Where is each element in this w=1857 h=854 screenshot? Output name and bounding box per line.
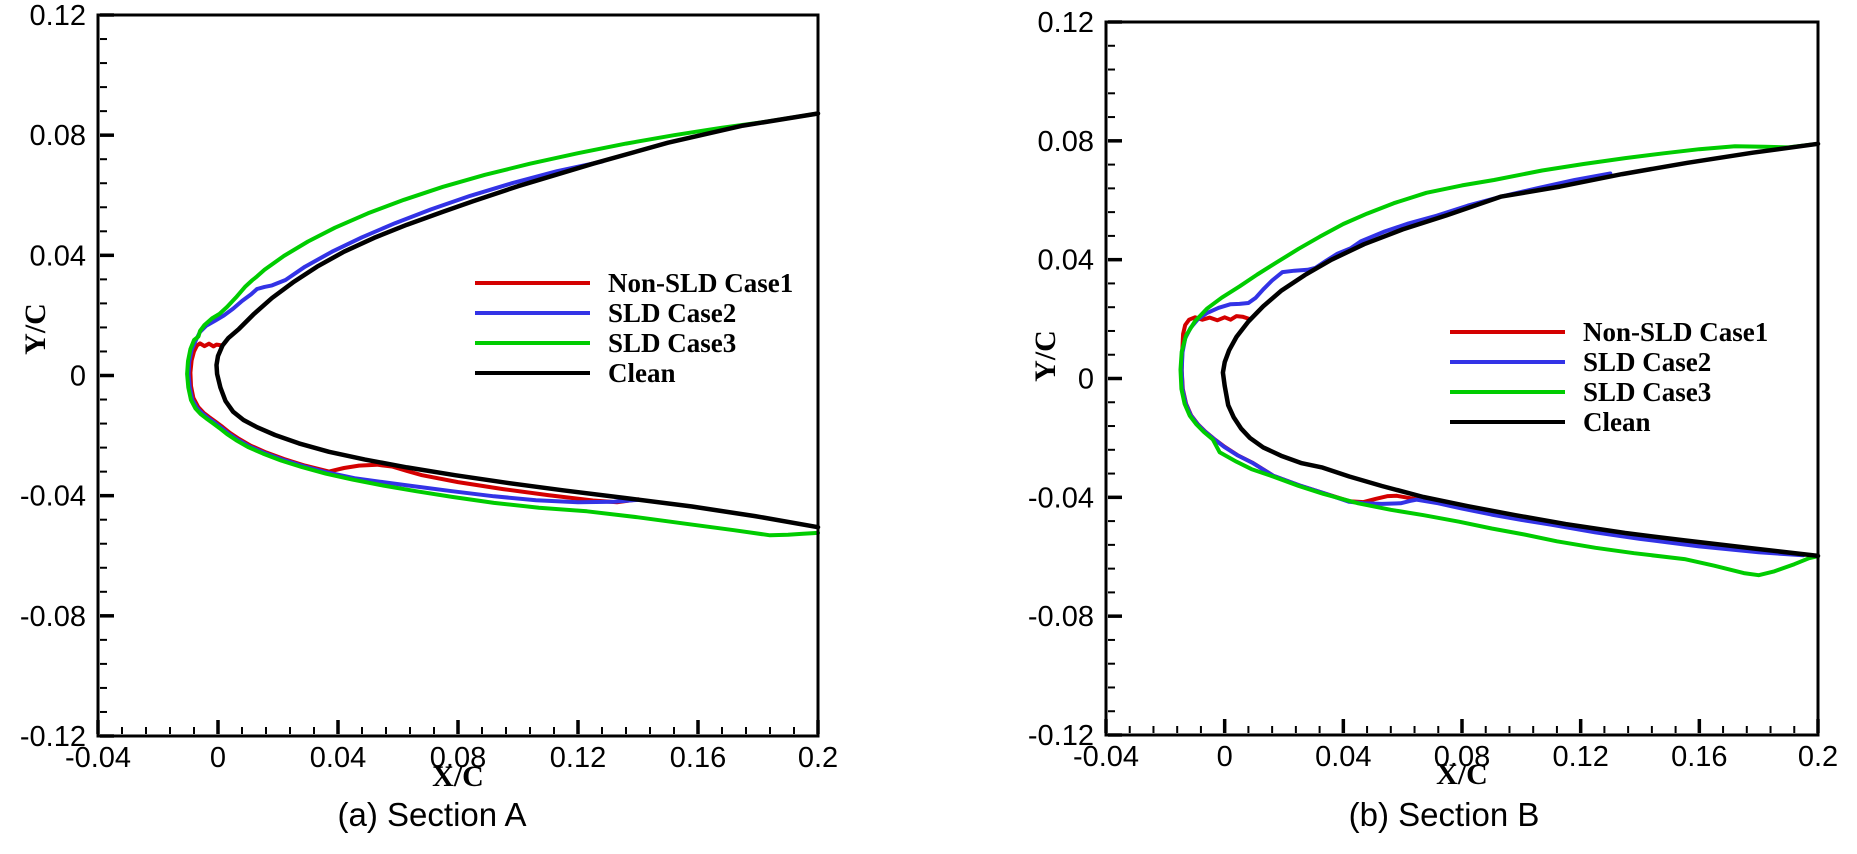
x-tick-label: 0	[210, 742, 226, 774]
y-tick-label: 0.08	[1038, 126, 1094, 158]
x-tick-label: -0.04	[1073, 741, 1139, 773]
legend-line-red	[475, 281, 590, 285]
plot-border	[96, 13, 820, 738]
caption-section-a: (a) Section A	[337, 796, 527, 833]
y-tick-label: 0.12	[30, 0, 86, 32]
series-clean	[214, 111, 821, 530]
legend-section-b: Non-SLD Case1 SLD Case2 SLD Case3 Clean	[1450, 317, 1768, 437]
y-tick-label: -0.08	[20, 601, 86, 633]
legend-label: Clean	[608, 358, 676, 388]
legend-label: SLD Case3	[1583, 377, 1712, 407]
series-clean	[1220, 141, 1821, 559]
legend-item-sld-case3: SLD Case3	[1450, 377, 1768, 407]
y-tick-label: -0.12	[1028, 720, 1094, 752]
x-tick-label: 0.2	[1798, 741, 1838, 773]
legend-item-non-sld-case1: Non-SLD Case1	[1450, 317, 1768, 347]
legend-line-black	[1450, 420, 1565, 424]
legend-item-non-sld-case1: Non-SLD Case1	[475, 268, 793, 298]
x-tick-label: 0.08	[1434, 741, 1490, 773]
legend-line-green	[475, 341, 590, 345]
y-tick-label: 0.08	[30, 120, 86, 152]
y-tick-label: -0.12	[20, 721, 86, 753]
legend-label: SLD Case2	[1583, 347, 1712, 377]
x-tick-label: 0.04	[310, 742, 366, 774]
legend-item-sld-case3: SLD Case3	[475, 328, 793, 358]
x-tick-label: 0.16	[670, 742, 726, 774]
y-tick-label: 0.12	[1038, 7, 1094, 39]
x-tick-label: 0.12	[1552, 741, 1608, 773]
plot-border	[1104, 20, 1820, 737]
y-tick-label: 0.04	[1038, 245, 1094, 277]
y-tick-label: -0.08	[1028, 601, 1094, 633]
y-axis-title-section-a: Y/C	[19, 303, 52, 355]
caption-section-b: (b) Section B	[1348, 796, 1540, 833]
y-axis-title-section-b: Y/C	[1029, 330, 1062, 382]
legend-label: SLD Case3	[608, 328, 737, 358]
legend-item-clean: Clean	[475, 358, 793, 388]
legend-line-red	[1450, 330, 1565, 334]
x-tick-label: 0.04	[1315, 741, 1371, 773]
y-tick-label: 0	[1078, 364, 1094, 396]
series-sld-case3	[185, 111, 820, 538]
y-tick-label: -0.04	[20, 481, 86, 513]
legend-line-blue	[1450, 360, 1565, 364]
legend-label: Clean	[1583, 407, 1651, 437]
x-tick-label: 0.08	[430, 742, 486, 774]
x-tick-label: 0.2	[798, 742, 838, 774]
y-tick-label: 0	[70, 361, 86, 393]
x-axis-title-section-a: X/C	[432, 760, 484, 793]
legend-line-blue	[475, 311, 590, 315]
legend-section-a: Non-SLD Case1 SLD Case2 SLD Case3 Clean	[475, 268, 793, 388]
legend-item-clean: Clean	[1450, 407, 1768, 437]
legend-label: Non-SLD Case1	[608, 268, 794, 298]
x-tick-label: 0.16	[1671, 741, 1727, 773]
y-tick-label: -0.04	[1028, 482, 1094, 514]
legend-item-sld-case2: SLD Case2	[1450, 347, 1768, 377]
legend-line-green	[1450, 390, 1565, 394]
x-tick-label: 0.12	[550, 742, 606, 774]
legend-line-black	[475, 371, 590, 375]
legend-label: Non-SLD Case1	[1583, 317, 1769, 347]
x-tick-label: -0.04	[65, 742, 131, 774]
legend-item-sld-case2: SLD Case2	[475, 298, 793, 328]
y-tick-label: 0.04	[30, 240, 86, 272]
legend-label: SLD Case2	[608, 298, 737, 328]
x-tick-label: 0	[1217, 741, 1233, 773]
x-axis-title-section-b: X/C	[1436, 758, 1488, 791]
series-sld-case3	[1178, 141, 1820, 578]
